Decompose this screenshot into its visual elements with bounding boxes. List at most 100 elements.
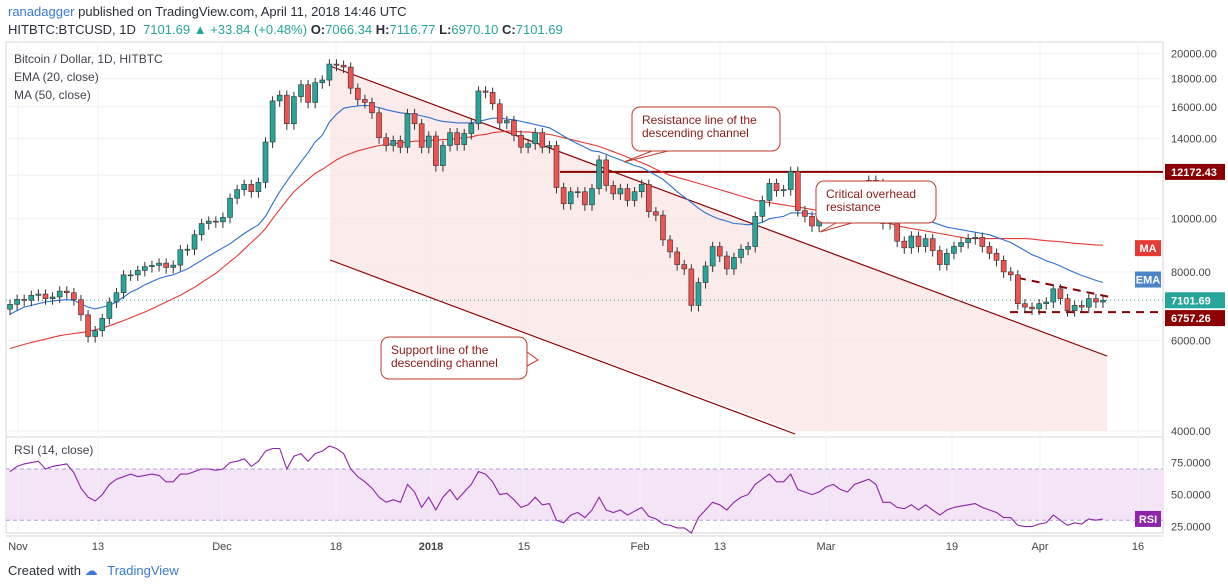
candle-body [567,191,574,205]
candle-body [802,210,808,217]
candle-body [411,113,418,125]
candle-body [354,87,361,100]
candle-body [702,265,709,283]
candle-body [546,145,553,148]
candle-body [78,299,84,316]
candle-body [795,171,801,211]
x-tick-label: 16 [1132,541,1144,553]
candle-body [383,137,389,146]
candle-body [731,257,737,270]
candle-body [404,113,411,148]
x-tick-label: 2018 [419,541,443,553]
author-link[interactable]: ranadagger [8,4,75,19]
candle-body [496,103,503,124]
candle-body [908,235,915,249]
candle-body [929,238,936,251]
candle-body [809,216,815,227]
candle-body [944,252,950,265]
candle-body [42,293,49,299]
candle-body [965,238,971,243]
candle-body [901,240,908,249]
candle-body [177,249,184,266]
close-value: 7101.69 [515,22,563,37]
rsi-y-tick-label: 75.0000 [1171,458,1211,470]
candle-body [14,299,20,305]
candle-body [631,191,638,201]
candle-body [191,234,198,250]
candle-body [298,84,304,97]
candle-body [49,296,56,299]
candle-body [688,268,695,306]
candle-body [511,120,517,136]
candle-body [170,264,177,268]
candle-body [440,145,446,166]
candle-body [1086,298,1092,308]
candle-body [99,318,106,331]
candle-body [695,282,702,306]
candle-body [1093,298,1099,303]
candle-body [1071,305,1078,311]
price-label-box [1165,292,1225,309]
candle-body [667,239,673,253]
close-label: C: [502,22,516,37]
candle-body [248,184,255,193]
candle-body [936,250,943,265]
series-tag-box [1135,240,1161,257]
candle-body [397,139,404,148]
candle-body [745,246,751,250]
candle-body [539,132,546,148]
x-tick-label: Apr [1031,541,1048,553]
candle-body [1057,288,1064,299]
x-tick-label: Feb [631,541,650,553]
low-label: L: [439,22,452,37]
candle-body [660,214,666,241]
x-tick-label: 13 [92,541,104,553]
candle-body [716,246,723,257]
price-label-box [1165,310,1225,327]
candle-body [433,135,439,166]
candle-body [283,94,290,125]
candle-body [752,216,759,247]
y-tick-label: 6000.00 [1171,335,1211,347]
candle-body [63,290,70,294]
candle-body [269,100,276,143]
rsi-tag: RSI [1139,514,1157,526]
candle-body [106,301,113,319]
series-tag: MA [1139,243,1156,255]
callout-text: Critical overhead resistance [826,187,916,214]
candle-body [227,197,233,218]
rsi-tag-box [1135,510,1161,527]
candle-body [596,159,602,189]
candle-body [362,99,368,103]
callout-box [631,106,781,152]
footer: Created with ☁ TradingView [8,563,179,579]
y-tick-label: 10000.00 [1171,214,1217,226]
candle-body [369,102,375,114]
candle-body [134,270,141,276]
ma-50-line [9,130,1104,350]
y-tick-label: 16000.00 [1171,102,1217,114]
candle-body [645,184,652,212]
candle-body [574,191,581,194]
y-tick-label: 4000.00 [1171,426,1211,438]
price-label: 12172.43 [1171,167,1217,179]
candle-body [184,248,191,251]
candle-body [92,330,98,337]
candle-body [461,133,468,145]
candle-body [291,96,297,125]
price-label: 7101.69 [1171,295,1211,307]
candle-body [951,246,957,254]
x-tick-label: 15 [518,541,530,553]
callout-text: Resistance line of the descending channel [642,113,757,140]
tradingview-link[interactable]: TradingView [107,563,179,578]
candle-body [220,217,226,223]
candle-body [234,189,240,199]
candle-body [986,246,993,254]
candle-body [113,292,120,303]
candle-body [149,265,155,267]
candle-body [390,139,397,146]
candle-body [1022,303,1028,308]
candle-body [504,120,510,124]
publisher-line: ranadagger published on TradingView.com,… [8,4,406,19]
